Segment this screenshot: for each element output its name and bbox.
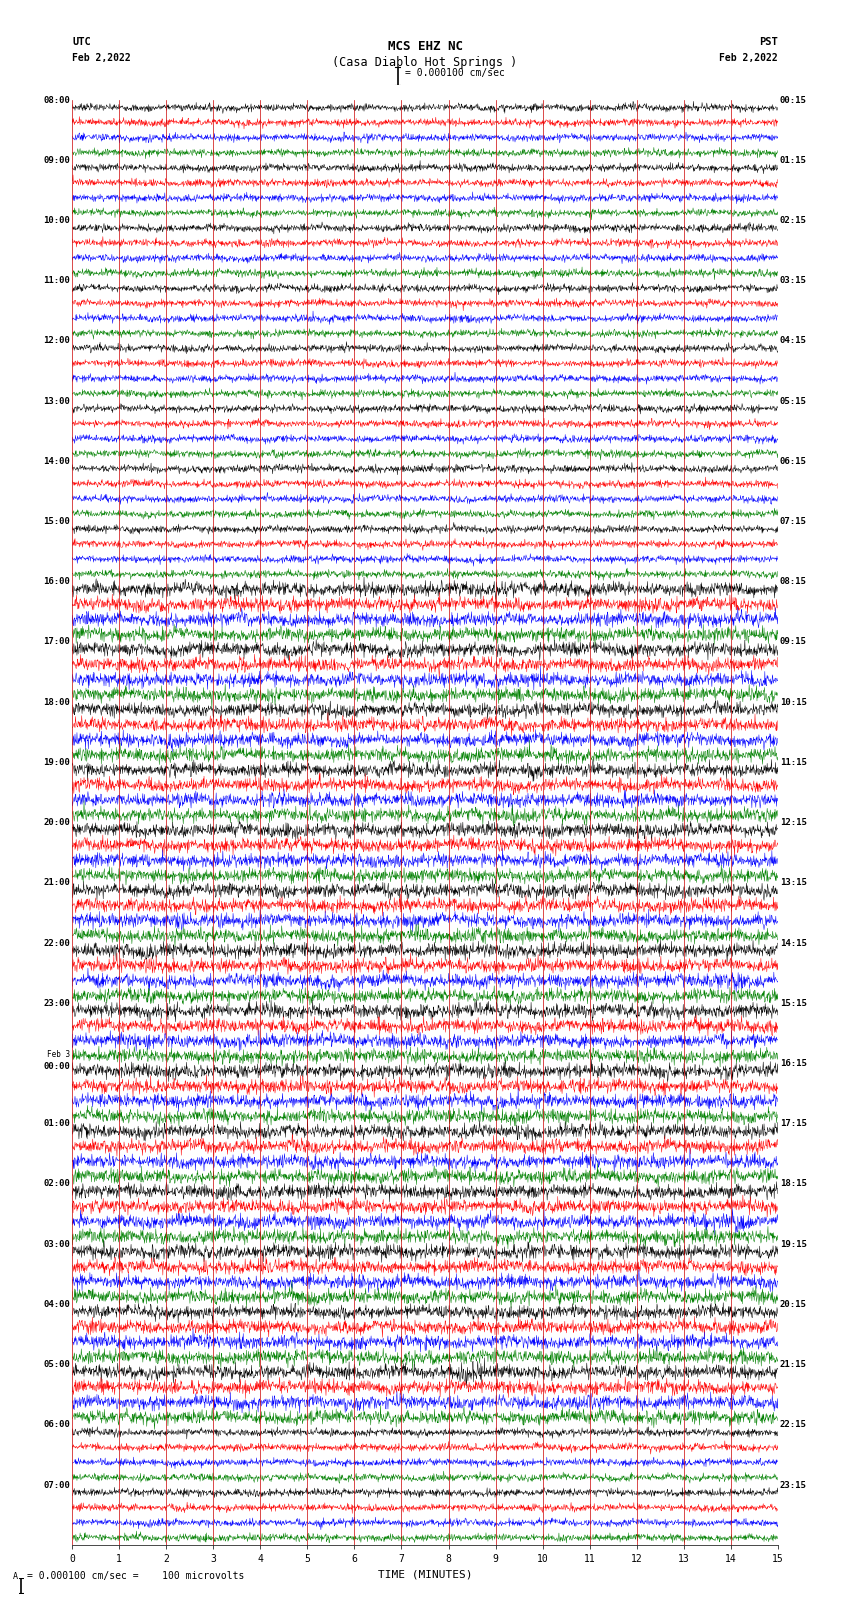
Text: 06:15: 06:15 <box>779 456 807 466</box>
Text: 10:15: 10:15 <box>779 698 807 706</box>
Text: = 0.000100 cm/sec: = 0.000100 cm/sec <box>405 68 505 77</box>
Text: 21:15: 21:15 <box>779 1360 807 1369</box>
Text: 11:00: 11:00 <box>43 276 71 286</box>
Text: 21:00: 21:00 <box>43 879 71 887</box>
Text: 01:00: 01:00 <box>43 1119 71 1127</box>
Text: 20:00: 20:00 <box>43 818 71 827</box>
Text: 00:00: 00:00 <box>43 1061 71 1071</box>
Text: 23:15: 23:15 <box>779 1481 807 1489</box>
Text: 07:00: 07:00 <box>43 1481 71 1489</box>
Text: 22:15: 22:15 <box>779 1421 807 1429</box>
Text: 05:15: 05:15 <box>779 397 807 405</box>
Text: = 0.000100 cm/sec =    100 microvolts: = 0.000100 cm/sec = 100 microvolts <box>27 1571 245 1581</box>
X-axis label: TIME (MINUTES): TIME (MINUTES) <box>377 1569 473 1579</box>
Text: 09:00: 09:00 <box>43 156 71 165</box>
Text: 03:00: 03:00 <box>43 1240 71 1248</box>
Text: 00:15: 00:15 <box>779 95 807 105</box>
Text: 08:00: 08:00 <box>43 95 71 105</box>
Text: 11:15: 11:15 <box>779 758 807 766</box>
Text: 20:15: 20:15 <box>779 1300 807 1308</box>
Text: 18:15: 18:15 <box>779 1179 807 1189</box>
Text: 01:15: 01:15 <box>779 156 807 165</box>
Text: 09:15: 09:15 <box>779 637 807 647</box>
Text: 06:00: 06:00 <box>43 1421 71 1429</box>
Text: A: A <box>13 1571 18 1581</box>
Text: Feb 3: Feb 3 <box>47 1050 71 1060</box>
Text: 12:15: 12:15 <box>779 818 807 827</box>
Text: UTC: UTC <box>72 37 91 47</box>
Text: PST: PST <box>759 37 778 47</box>
Text: 10:00: 10:00 <box>43 216 71 224</box>
Text: 15:00: 15:00 <box>43 518 71 526</box>
Text: 05:00: 05:00 <box>43 1360 71 1369</box>
Text: Feb 2,2022: Feb 2,2022 <box>72 53 131 63</box>
Text: 16:15: 16:15 <box>779 1060 807 1068</box>
Text: 14:15: 14:15 <box>779 939 807 947</box>
Text: Feb 2,2022: Feb 2,2022 <box>719 53 778 63</box>
Text: 17:00: 17:00 <box>43 637 71 647</box>
Text: 08:15: 08:15 <box>779 577 807 586</box>
Text: 15:15: 15:15 <box>779 998 807 1008</box>
Text: 02:15: 02:15 <box>779 216 807 224</box>
Text: 22:00: 22:00 <box>43 939 71 947</box>
Text: 14:00: 14:00 <box>43 456 71 466</box>
Text: 07:15: 07:15 <box>779 518 807 526</box>
Text: 12:00: 12:00 <box>43 337 71 345</box>
Text: 13:15: 13:15 <box>779 879 807 887</box>
Text: 04:15: 04:15 <box>779 337 807 345</box>
Text: 17:15: 17:15 <box>779 1119 807 1127</box>
Text: 02:00: 02:00 <box>43 1179 71 1189</box>
Text: 19:15: 19:15 <box>779 1240 807 1248</box>
Text: 19:00: 19:00 <box>43 758 71 766</box>
Text: 03:15: 03:15 <box>779 276 807 286</box>
Text: 23:00: 23:00 <box>43 998 71 1008</box>
Text: 13:00: 13:00 <box>43 397 71 405</box>
Text: 04:00: 04:00 <box>43 1300 71 1308</box>
Text: MCS EHZ NC: MCS EHZ NC <box>388 40 462 53</box>
Text: (Casa Diablo Hot Springs ): (Casa Diablo Hot Springs ) <box>332 56 518 69</box>
Text: 16:00: 16:00 <box>43 577 71 586</box>
Text: 18:00: 18:00 <box>43 698 71 706</box>
